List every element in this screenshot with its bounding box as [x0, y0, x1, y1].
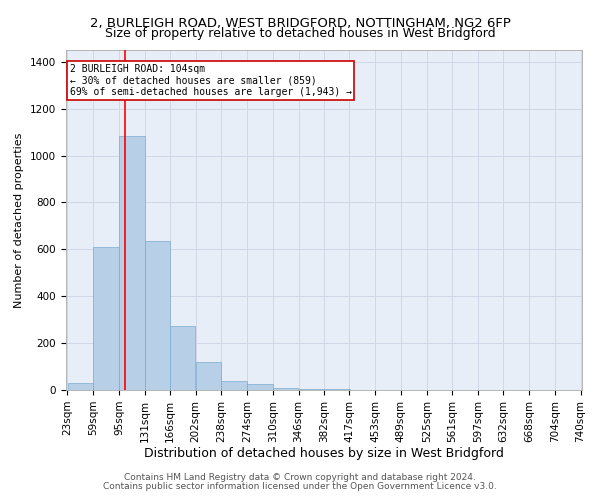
Bar — [247, 384, 272, 390]
Text: Contains HM Land Registry data © Crown copyright and database right 2024.: Contains HM Land Registry data © Crown c… — [124, 474, 476, 482]
Bar — [145, 241, 170, 390]
Bar — [273, 388, 298, 390]
Bar — [94, 247, 119, 390]
Text: 2 BURLEIGH ROAD: 104sqm
← 30% of detached houses are smaller (859)
69% of semi-d: 2 BURLEIGH ROAD: 104sqm ← 30% of detache… — [70, 64, 352, 98]
Text: Contains public sector information licensed under the Open Government Licence v3: Contains public sector information licen… — [103, 482, 497, 491]
Y-axis label: Number of detached properties: Number of detached properties — [14, 132, 25, 308]
Bar — [299, 389, 324, 390]
Bar — [196, 362, 221, 390]
X-axis label: Distribution of detached houses by size in West Bridgford: Distribution of detached houses by size … — [144, 448, 504, 460]
Text: 2, BURLEIGH ROAD, WEST BRIDGFORD, NOTTINGHAM, NG2 6FP: 2, BURLEIGH ROAD, WEST BRIDGFORD, NOTTIN… — [89, 18, 511, 30]
Text: Size of property relative to detached houses in West Bridgford: Size of property relative to detached ho… — [104, 28, 496, 40]
Bar — [68, 383, 93, 390]
Bar — [221, 380, 247, 390]
Bar — [170, 326, 196, 390]
Bar — [119, 136, 145, 390]
